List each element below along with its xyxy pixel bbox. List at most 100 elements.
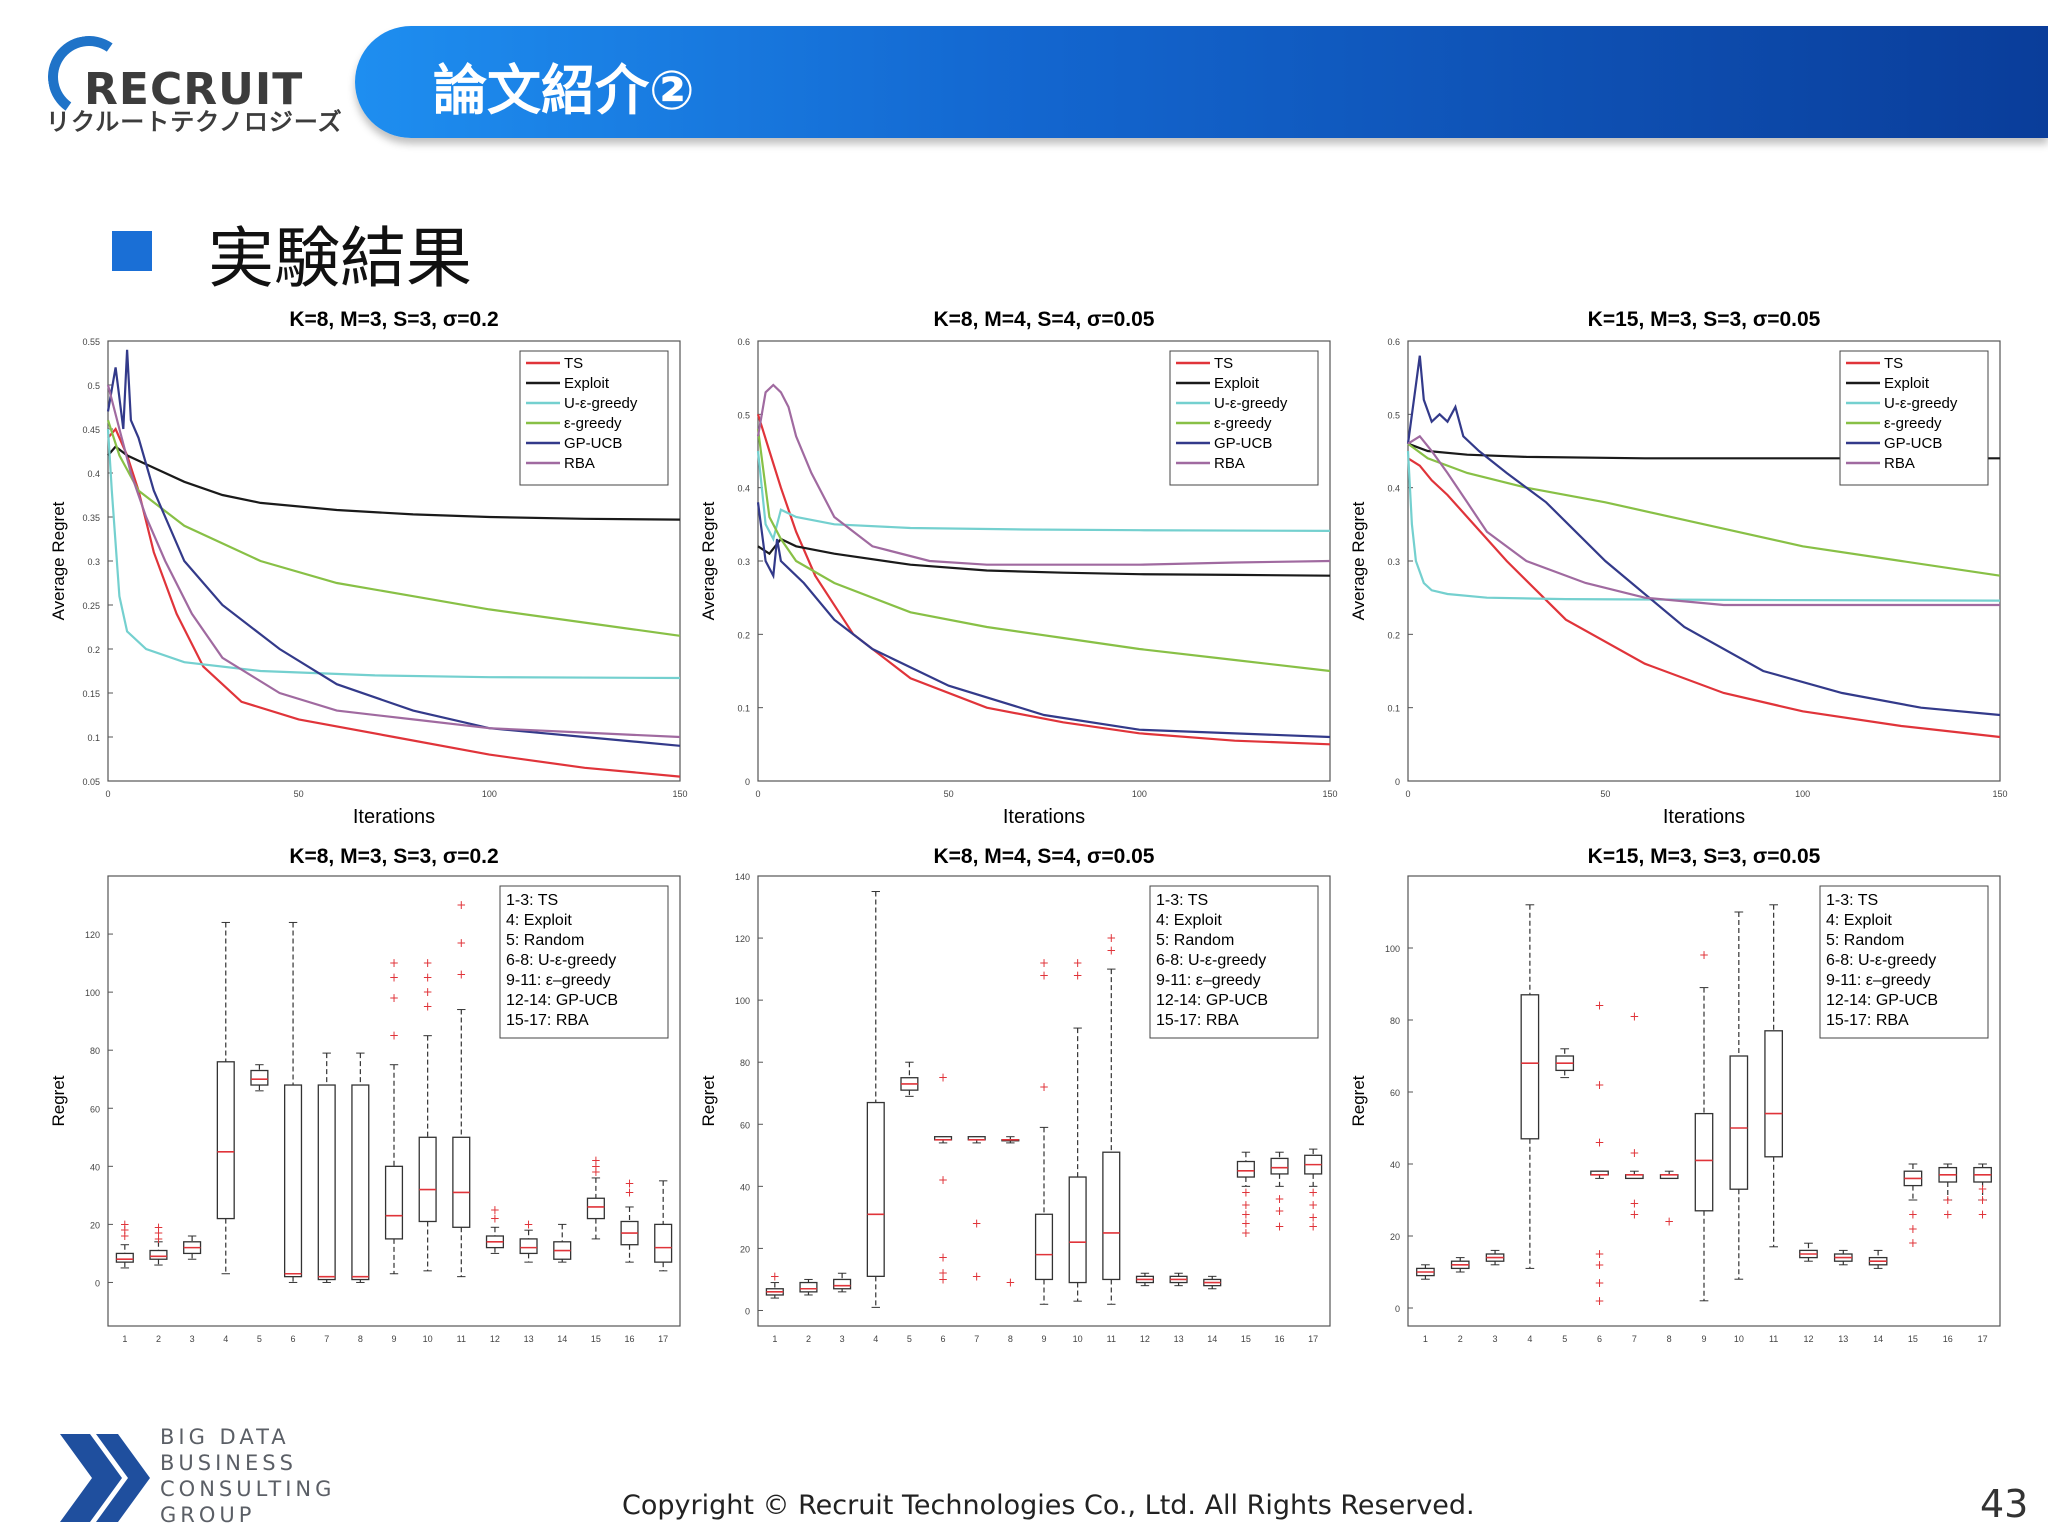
x-tick-label: 9: [1041, 1334, 1046, 1344]
box: [250, 1069, 269, 1086]
x-tick-label: 10: [1073, 1334, 1083, 1344]
outlier-marker: +: [1274, 1204, 1284, 1218]
x-tick-label: 16: [1943, 1334, 1953, 1344]
logo-sub-text: リクルートテクノロジーズ: [46, 108, 343, 136]
y-tick-label: 120: [735, 934, 750, 944]
y-tick-label: 80: [740, 1058, 750, 1068]
x-tick-label: 11: [457, 1334, 466, 1344]
series-line: [1407, 442, 2000, 460]
outlier-marker: +: [153, 1220, 163, 1234]
legend-label: Exploit: [564, 375, 610, 392]
series-line: [1407, 434, 2000, 607]
legend-label: 5: Random: [1826, 932, 1904, 949]
outlier-marker: +: [938, 1173, 948, 1187]
box: [384, 1165, 404, 1240]
x-tick-label: 150: [672, 789, 687, 799]
line-chart-2: K=8, M=4, S=4, σ=0.05 0 0.1 0.2 0.3 0.4 0.5 0.6…: [699, 308, 1338, 828]
outlier-marker: +: [1908, 1222, 1918, 1236]
outlier-marker: +: [1978, 1182, 1988, 1196]
legend-label: RBA: [1884, 455, 1915, 472]
outlier-marker: +: [1629, 1009, 1639, 1023]
group-line: BUSINESS: [160, 1451, 297, 1475]
legend-label: 15-17: RBA: [1156, 1012, 1239, 1029]
y-tick-label: 20: [1390, 1232, 1400, 1242]
x-tick-label: 9: [1701, 1334, 1706, 1344]
box: [799, 1281, 818, 1293]
outlier-marker: +: [1039, 968, 1049, 982]
legend-label: 12-14: GP-UCB: [1826, 992, 1938, 1009]
outlier-marker: +: [389, 991, 399, 1005]
outlier-marker: +: [1308, 1198, 1318, 1212]
y-axis-label: Average Regret: [49, 501, 68, 620]
y-tick-label: 100: [85, 988, 100, 998]
legend-label: RBA: [564, 455, 595, 472]
box: [317, 1084, 336, 1281]
series-line: [106, 419, 681, 637]
outlier-marker: +: [1106, 943, 1116, 957]
outlier-marker: +: [490, 1203, 500, 1217]
double-chevron-icon: [60, 1434, 150, 1522]
x-tick-label: 10: [1734, 1334, 1744, 1344]
y-tick-label: 40: [1390, 1160, 1400, 1170]
outlier-marker: +: [591, 1159, 601, 1173]
x-tick-label: 5: [257, 1334, 262, 1344]
series-line: [1406, 355, 2001, 717]
outlier-marker: +: [423, 971, 433, 985]
y-axis-label: Average Regret: [699, 501, 718, 620]
x-tick-label: 5: [907, 1334, 912, 1344]
x-tick-label: 4: [1527, 1334, 1532, 1344]
legend-label: 1-3: TS: [506, 892, 558, 909]
series-line: [1406, 450, 2001, 602]
y-tick-label: 40: [90, 1162, 100, 1172]
legend-label: 6-8: U-ε-greedy: [1826, 952, 1936, 969]
title-banner: 論文紹介②: [355, 26, 2048, 138]
outlier-marker: +: [1274, 1220, 1284, 1234]
legend-label: 5: Random: [506, 932, 584, 949]
legend-box: [1819, 885, 1989, 1039]
series-line: [106, 349, 681, 747]
outlier-marker: +: [938, 1071, 948, 1085]
series-line: [756, 502, 1331, 739]
box: [586, 1197, 605, 1220]
legend-label: 9-11: ε–greedy: [506, 972, 611, 989]
outlier-marker: +: [1241, 1186, 1251, 1200]
x-tick-label: 0: [105, 789, 110, 799]
x-tick-label: 16: [1275, 1334, 1285, 1344]
box: [833, 1278, 852, 1290]
y-tick-label: 0.15: [82, 689, 100, 699]
chart-title: K=15, M=3, S=3, σ=0.05: [1588, 308, 1821, 331]
outlier-marker: +: [1594, 1078, 1604, 1092]
x-tick-label: 15: [1241, 1334, 1251, 1344]
legend-label: 1-3: TS: [1156, 892, 1208, 909]
box: [1764, 1030, 1784, 1158]
legend-label: 9-11: ε–greedy: [1156, 972, 1261, 989]
group-line: BIG DATA: [160, 1425, 290, 1449]
y-tick-label: 0.35: [82, 513, 100, 523]
outlier-marker: +: [1241, 1198, 1251, 1212]
y-tick-label: 0.3: [1387, 557, 1400, 567]
legend-label: Exploit: [1214, 375, 1260, 392]
outlier-marker: +: [1241, 1217, 1251, 1231]
legend-label: 6-8: U-ε-greedy: [506, 952, 616, 969]
box: [866, 1101, 885, 1277]
outlier-marker: +: [153, 1232, 163, 1246]
x-tick-label: 8: [358, 1334, 363, 1344]
y-tick-label: 0.05: [82, 777, 100, 787]
outlier-marker: +: [1978, 1207, 1988, 1221]
box-plot-3: K=15, M=3, S=3, σ=0.05 0 20 40 60 80 100 Regret…: [1349, 845, 2001, 1344]
y-tick-label: 0.1: [87, 733, 100, 743]
y-tick-label: 0.5: [737, 410, 750, 420]
outlier-marker: +: [938, 1266, 948, 1280]
outlier-marker: +: [624, 1177, 634, 1191]
outlier-marker: +: [1073, 968, 1083, 982]
x-tick-label: 11: [1107, 1334, 1116, 1344]
group-line: GROUP: [160, 1503, 256, 1527]
outlier-marker: +: [456, 898, 466, 912]
outlier-marker: +: [591, 1165, 601, 1179]
y-tick-label: 0: [1395, 1304, 1400, 1314]
x-tick-label: 1: [1423, 1334, 1428, 1344]
x-tick-label: 4: [223, 1334, 228, 1344]
x-tick-label: 14: [557, 1334, 567, 1344]
outlier-marker: +: [1908, 1207, 1918, 1221]
y-tick-label: 0: [1395, 777, 1400, 787]
